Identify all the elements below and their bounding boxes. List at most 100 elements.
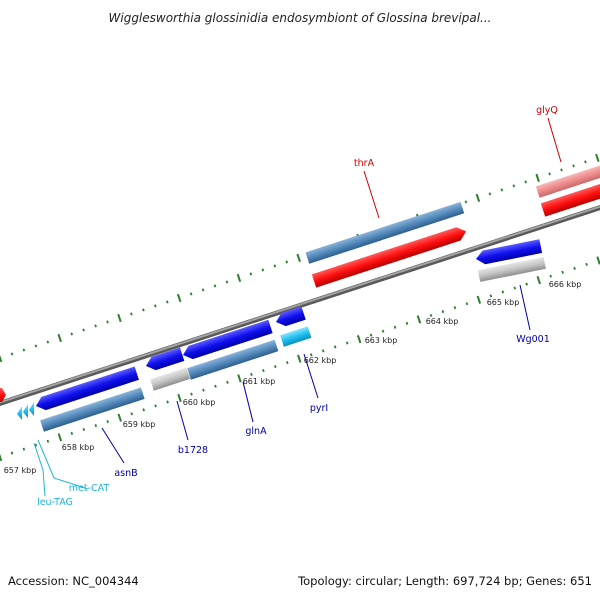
inner-tick: [106, 420, 109, 424]
inner-tick: [46, 439, 50, 443]
outer-tick: [488, 192, 492, 196]
inner-tick: [297, 354, 302, 363]
asnB-cds-bar[interactable]: [40, 387, 145, 432]
accession-text: Accession: NC_004344: [8, 574, 139, 588]
outer-tick: [94, 324, 97, 328]
Wg001-gray-bar[interactable]: [477, 256, 546, 282]
inner-tick: [525, 282, 528, 286]
inner-tick: [274, 365, 277, 369]
glyQ-pink-bar[interactable]: [535, 161, 600, 198]
outer-tick: [584, 160, 587, 164]
inner-tick: [0, 453, 3, 462]
inner-tick: [57, 433, 63, 442]
outer-tick: [82, 328, 85, 332]
ruler-label: 661 kbp: [243, 377, 276, 386]
ruler-label: 665 kbp: [487, 298, 520, 307]
outer-tick: [225, 280, 229, 284]
inner-tick: [321, 349, 325, 353]
outer-tick: [524, 180, 527, 184]
ruler-label: 663 kbp: [365, 336, 398, 345]
inner-tick: [177, 393, 182, 403]
outer-tick: [595, 153, 600, 163]
gene-label-b1728: b1728: [178, 445, 208, 456]
label-connectors: [33, 117, 562, 497]
inner-tick: [549, 274, 552, 278]
inner-tick: [286, 361, 289, 365]
inner-tick: [356, 334, 362, 344]
ruler-label: 664 kbp: [426, 317, 459, 326]
gene-label-asnB: asnB: [114, 468, 137, 479]
genome-backbone: [0, 205, 600, 406]
pyrI-cyan-bar[interactable]: [280, 326, 312, 347]
inner-tick: [405, 321, 409, 325]
gene-label-Wg001: Wg001: [516, 334, 550, 345]
trna-markers[interactable]: [17, 402, 34, 420]
inner-tick: [34, 443, 38, 447]
glnA-cds-bar[interactable]: [187, 339, 279, 380]
outer-tick: [176, 293, 182, 303]
topology-summary: Topology: circular; Length: 697,724 bp; …: [297, 574, 592, 588]
outer-tick: [189, 292, 193, 296]
outer-tick: [236, 273, 242, 283]
outer-tick: [22, 348, 26, 352]
outer-tick: [130, 312, 133, 316]
inner-tick: [154, 404, 157, 408]
outer-tick: [249, 272, 253, 276]
inner-tick: [309, 353, 313, 357]
rna-label-met-CAT: met-CAT: [69, 483, 110, 494]
outer-tick: [285, 260, 289, 264]
ruler-label: 660 kbp: [183, 398, 216, 407]
inner-tick: [465, 302, 469, 306]
outer-tick: [512, 184, 516, 188]
outer-tick: [142, 308, 145, 312]
ruler-label: 657 kbp: [4, 466, 37, 475]
inner-tick: [166, 400, 169, 404]
inner-tick: [585, 262, 588, 266]
outer-tick: [464, 200, 468, 204]
outer-tick: [57, 333, 62, 343]
outer-tick: [548, 172, 551, 176]
inner-tick: [250, 372, 253, 376]
inner-tick: [262, 369, 265, 373]
ruler-label: 659 kbp: [123, 420, 156, 429]
inner-tick: [501, 290, 505, 294]
glnA-gene-arrow[interactable]: [181, 319, 273, 362]
gene-label-glnA: glnA: [245, 426, 267, 437]
inner-tick: [10, 451, 14, 455]
inner-tick: [130, 412, 133, 416]
gene-label-thrA: thrA: [354, 158, 375, 169]
thrA-cds-bar[interactable]: [305, 201, 465, 264]
inner-tick: [441, 310, 445, 314]
b1728-gene-arrow[interactable]: [144, 347, 185, 373]
inner-tick: [345, 341, 349, 345]
pyrI-gene-arrow[interactable]: [274, 306, 306, 328]
inner-tick: [476, 295, 482, 304]
inner-tick: [82, 428, 86, 431]
inner-tick: [333, 345, 337, 349]
outer-tick: [201, 288, 205, 292]
inner-tick: [393, 325, 397, 329]
outer-tick: [296, 253, 301, 263]
inner-tick: [214, 384, 217, 388]
outer-tick: [70, 332, 73, 336]
ruler-label: 658 kbp: [62, 443, 95, 452]
inner-tick: [429, 314, 433, 317]
glyQ-gene-arrow[interactable]: [540, 179, 600, 217]
outer-tick: [475, 193, 481, 203]
gene-label-glyQ: glyQ: [536, 105, 558, 116]
inner-tick: [416, 315, 422, 324]
inner-tick: [453, 306, 457, 310]
b1728-gray-bar[interactable]: [150, 367, 190, 391]
inner-tick: [573, 266, 576, 270]
inner-tick: [561, 270, 564, 274]
Wg001-gene-arrow[interactable]: [475, 239, 543, 266]
thrA-gene-arrow[interactable]: [311, 225, 468, 288]
inner-tick: [381, 329, 385, 333]
edge-red-gene[interactable]: [0, 388, 6, 402]
inner-tick-row: [0, 256, 600, 462]
outer-tick: [213, 284, 217, 288]
outer-tick: [0, 354, 3, 363]
ruler-labels: 657 kbp 658 kbp 659 kbp 660 kbp 661 kbp …: [4, 280, 582, 475]
asnB-gene-arrow[interactable]: [34, 366, 139, 412]
